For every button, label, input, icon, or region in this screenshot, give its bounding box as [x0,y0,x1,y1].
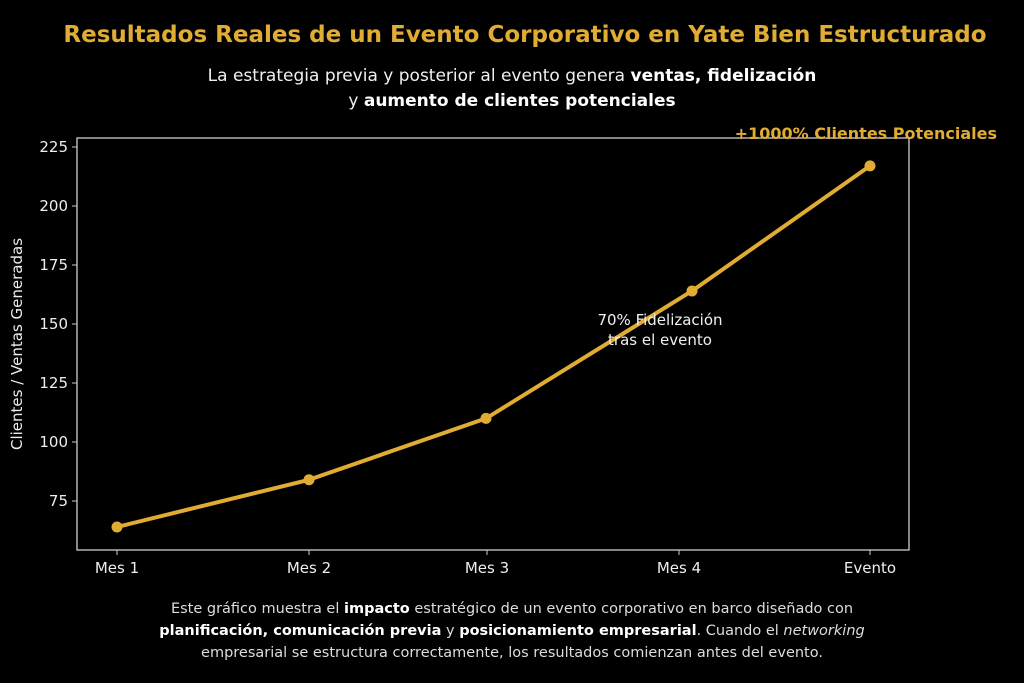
annotation-clientes-potenciales: +1000% Clientes Potenciales [735,124,997,143]
y-tick-label: 175 [39,256,68,274]
y-tick-label: 200 [39,197,68,215]
text-segment: estratégico de un evento corporativo en … [409,601,854,617]
text-segment: networking [783,623,865,639]
text-segment: empresarial se estructura correctamente,… [201,645,823,661]
text-segment: planificación, comunicación previa [159,623,442,639]
y-tick-label: 75 [49,492,68,510]
caption-line-3: empresarial se estructura correctamente,… [0,642,1024,664]
caption-line-2: planificación, comunicación previa y pos… [0,620,1024,642]
data-point [480,412,492,424]
text-segment: posicionamiento empresarial [459,623,697,639]
text-segment: . Cuando el [696,623,784,639]
text-segment: y [441,623,460,639]
text-segment: ventas, fidelización [630,66,817,86]
x-tick-label: Mes 2 [287,559,331,577]
chart-title: Resultados Reales de un Evento Corporati… [63,22,987,48]
data-point [864,160,876,172]
text-segment: La estrategia previa y posterior al even… [207,66,631,86]
data-point [111,521,123,533]
y-tick-label: 150 [39,315,68,333]
series-line [116,164,872,529]
plot-frame [76,137,910,551]
data-point [303,474,315,486]
x-tick-label: Mes 1 [95,559,139,577]
annotation-fidelizacion: tras el evento [608,331,712,349]
y-axis-label: Clientes / Ventas Generadas [8,238,26,450]
text-segment: Este gráfico muestra el [170,601,344,617]
text-segment: aumento de clientes potenciales [363,91,676,111]
data-point [686,285,698,297]
y-tick-label: 225 [39,138,68,156]
subtitle-line-2: y aumento de clientes potenciales [0,89,1024,114]
x-tick-label: Mes 3 [465,559,509,577]
y-tick-label: 100 [39,433,68,451]
subtitle-line-1: La estrategia previa y posterior al even… [0,64,1024,89]
text-segment: impacto [344,601,410,617]
caption-line-1: Este gráfico muestra el impacto estratég… [0,598,1024,620]
annotation-fidelizacion: 70% Fidelización [597,311,722,329]
text-segment: y [348,91,364,111]
y-tick-label: 125 [39,374,68,392]
x-tick-label: Evento [844,559,896,577]
chart-caption: Este gráfico muestra el impacto estratég… [0,598,1024,664]
chart-subtitle: La estrategia previa y posterior al even… [0,64,1024,114]
x-tick-label: Mes 4 [657,559,701,577]
